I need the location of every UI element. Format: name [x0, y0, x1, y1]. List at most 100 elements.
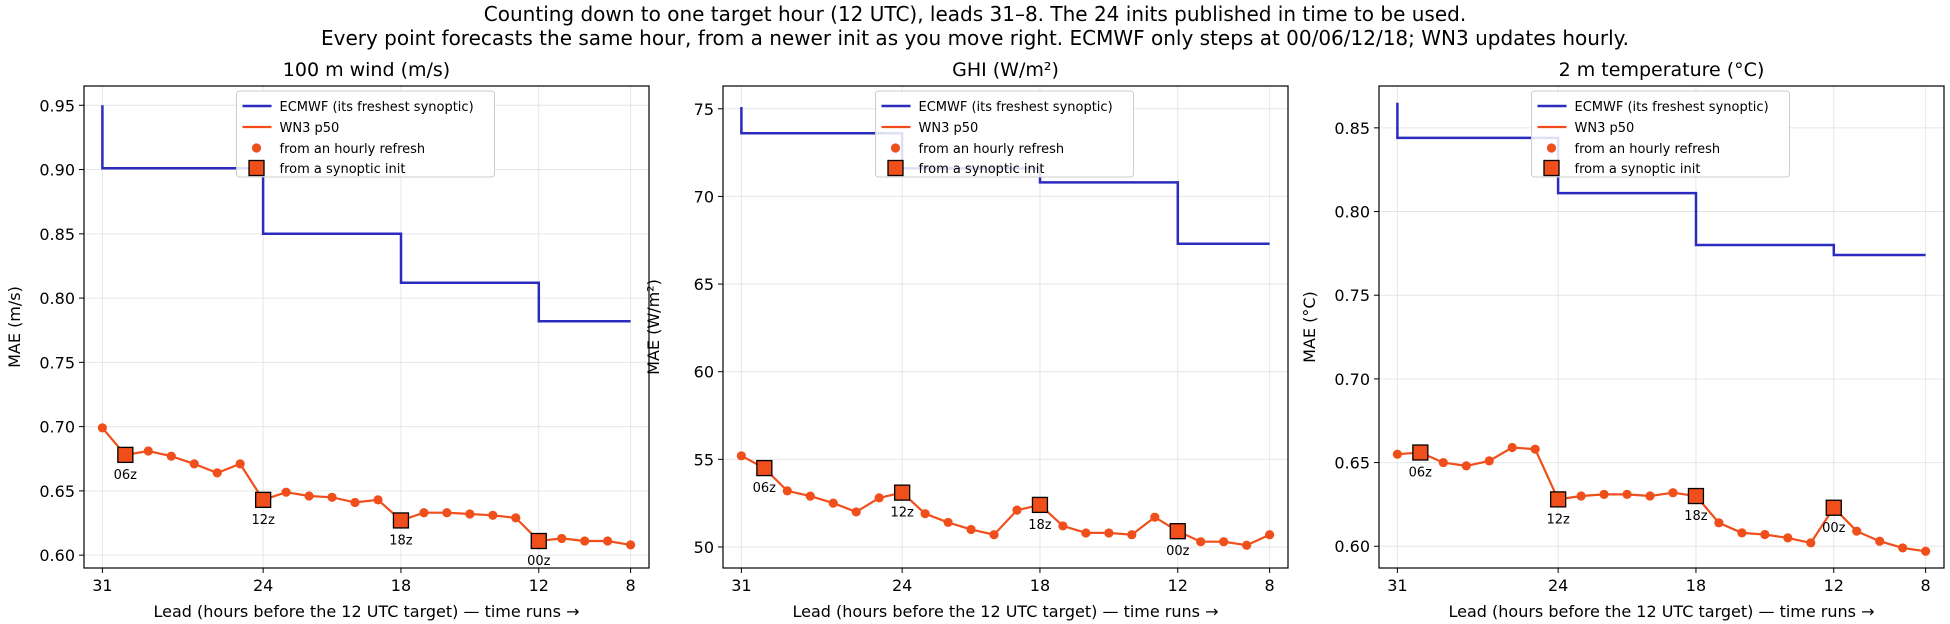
- x-tick-label: 18: [1686, 576, 1706, 595]
- hourly-refresh-point: [442, 508, 452, 518]
- hourly-refresh-point: [212, 468, 222, 478]
- legend-ecmwf-label: ECMWF (its freshest synoptic): [1575, 100, 1769, 115]
- hourly-refresh-point: [1622, 489, 1632, 499]
- hourly-refresh-point: [373, 495, 383, 505]
- y-tick-label: 75: [694, 100, 714, 119]
- x-tick-label: 31: [731, 576, 751, 595]
- hourly-refresh-point: [1921, 546, 1931, 556]
- y-tick-label: 0.60: [1334, 537, 1370, 556]
- hourly-refresh-point: [1852, 526, 1862, 536]
- hourly-refresh-point: [736, 451, 746, 461]
- synoptic-init-label: 18z: [389, 533, 413, 548]
- y-tick-label: 0.65: [1334, 454, 1370, 473]
- hourly-refresh-point: [1645, 491, 1655, 501]
- y-tick-label: 70: [694, 187, 714, 206]
- x-tick-label: 8: [626, 576, 636, 595]
- synoptic-init-label: 00z: [1822, 521, 1846, 536]
- synoptic-init-point: [1687, 487, 1705, 505]
- synoptic-init-point: [1169, 523, 1186, 540]
- plot-frame: [83, 85, 650, 569]
- hourly-refresh-point: [920, 509, 930, 519]
- y-tick-label: 0.75: [39, 353, 75, 372]
- plot-frame: [1378, 85, 1945, 569]
- hourly-refresh-point: [419, 508, 429, 518]
- chart-panel-1: 06z 12z 18z 00z 31 24 18 12 8 0.60 0.65 0.70 0.75 0.8…: [5, 59, 650, 621]
- hourly-refresh-point: [805, 491, 815, 501]
- y-tick-label: 0.80: [1334, 203, 1370, 222]
- legend-wn3-label: WN3 p50: [280, 121, 340, 136]
- synoptic-init-point: [893, 484, 911, 501]
- hourly-refresh-point: [281, 487, 291, 497]
- synoptic-init-point: [254, 491, 272, 509]
- x-tick-label: 24: [892, 576, 912, 595]
- hourly-refresh-point: [1265, 530, 1275, 540]
- ecmwf-step-line: [101, 105, 631, 323]
- hourly-refresh-point: [97, 423, 107, 433]
- x-tick-label: 31: [92, 576, 112, 595]
- hourly-refresh-point: [1438, 457, 1448, 468]
- wn3-line: [1397, 446, 1926, 553]
- hourly-refresh-point: [782, 486, 792, 496]
- hourly-refresh-point: [943, 517, 953, 528]
- figure-title-line-1: Counting down to one target hour (12 UTC…: [484, 2, 1466, 26]
- y-axis-label: MAE (°C): [1300, 291, 1319, 363]
- hourly-refresh-point: [966, 524, 976, 535]
- synoptic-init-label: 06z: [753, 481, 777, 496]
- x-tick-label: 31: [1387, 576, 1407, 595]
- ecmwf-step-line: [1396, 102, 1926, 257]
- wn3-line: [101, 427, 631, 546]
- y-tick-label: 0.95: [39, 96, 75, 115]
- hourly-refresh-point: [1783, 533, 1793, 543]
- hourly-refresh-point: [1081, 528, 1091, 538]
- synoptic-init-point: [117, 446, 134, 464]
- legend: ECMWF (its freshest synoptic) WN3 p50 from…: [875, 90, 1134, 178]
- legend-frame: [236, 90, 495, 178]
- legend-ecmwf-label: ECMWF (its freshest synoptic): [280, 100, 474, 115]
- hourly-refresh-point: [1242, 540, 1252, 550]
- y-tick-label: 0.85: [39, 225, 75, 244]
- hourly-refresh-point: [626, 540, 636, 550]
- legend-hourly-swatch: [890, 143, 901, 153]
- x-axis-label: Lead (hours before the 12 UTC target) — …: [154, 602, 580, 621]
- panel-title: 2 m temperature (°C): [1559, 59, 1765, 81]
- legend-wn3-label: WN3 p50: [1575, 121, 1635, 136]
- synoptic-init-label: 00z: [527, 554, 551, 569]
- hourly-refresh-point: [1196, 537, 1206, 547]
- legend-ecmwf-label: ECMWF (its freshest synoptic): [919, 100, 1113, 115]
- synoptic-init-label: 12z: [890, 506, 914, 521]
- hourly-refresh-point: [488, 510, 498, 520]
- hourly-refresh-point: [1806, 538, 1816, 548]
- synoptic-init-point: [756, 459, 773, 477]
- x-tick-label: 12: [529, 576, 549, 595]
- synoptic-init-point: [530, 532, 547, 550]
- hourly-refresh-point: [235, 459, 245, 469]
- hourly-refresh-point: [1058, 521, 1068, 531]
- hourly-refresh-point: [1875, 536, 1885, 546]
- y-axis-label: MAE (m/s): [5, 286, 24, 368]
- hourly-refresh-point: [189, 459, 199, 469]
- x-tick-label: 18: [1030, 576, 1050, 595]
- hourly-refresh-point: [143, 446, 153, 456]
- hourly-refresh-point: [511, 513, 521, 523]
- hourly-refresh-point: [327, 492, 337, 502]
- hourly-refresh-point: [874, 493, 884, 503]
- legend-synoptic-swatch: [248, 159, 265, 177]
- hourly-refresh-point: [1576, 491, 1586, 501]
- y-tick-label: 0.80: [39, 289, 75, 308]
- y-tick-label: 0.90: [39, 161, 75, 180]
- hourly-refresh-point: [1012, 505, 1022, 515]
- panel-title: GHI (W/m²): [952, 59, 1059, 81]
- synoptic-init-label: 12z: [1546, 512, 1570, 527]
- hourly-refresh-point: [1219, 537, 1229, 547]
- y-tick-label: 60: [694, 363, 714, 382]
- plot-frame: [722, 85, 1289, 569]
- legend-hourly-label: from an hourly refresh: [1575, 142, 1721, 157]
- x-axis-label: Lead (hours before the 12 UTC target) — …: [1449, 602, 1875, 621]
- hourly-refresh-point: [580, 536, 590, 546]
- hourly-refresh-point: [1898, 543, 1908, 553]
- x-axis-label: Lead (hours before the 12 UTC target) — …: [793, 602, 1219, 621]
- chart-panel-2: 06z 12z 18z 00z 31 24 18 12 8 50 55 60 65 70 75 GHI (W/…: [644, 59, 1289, 621]
- legend-synoptic-label: from a synoptic init: [280, 162, 406, 177]
- synoptic-init-label: 06z: [1409, 466, 1433, 481]
- y-tick-label: 65: [694, 275, 714, 294]
